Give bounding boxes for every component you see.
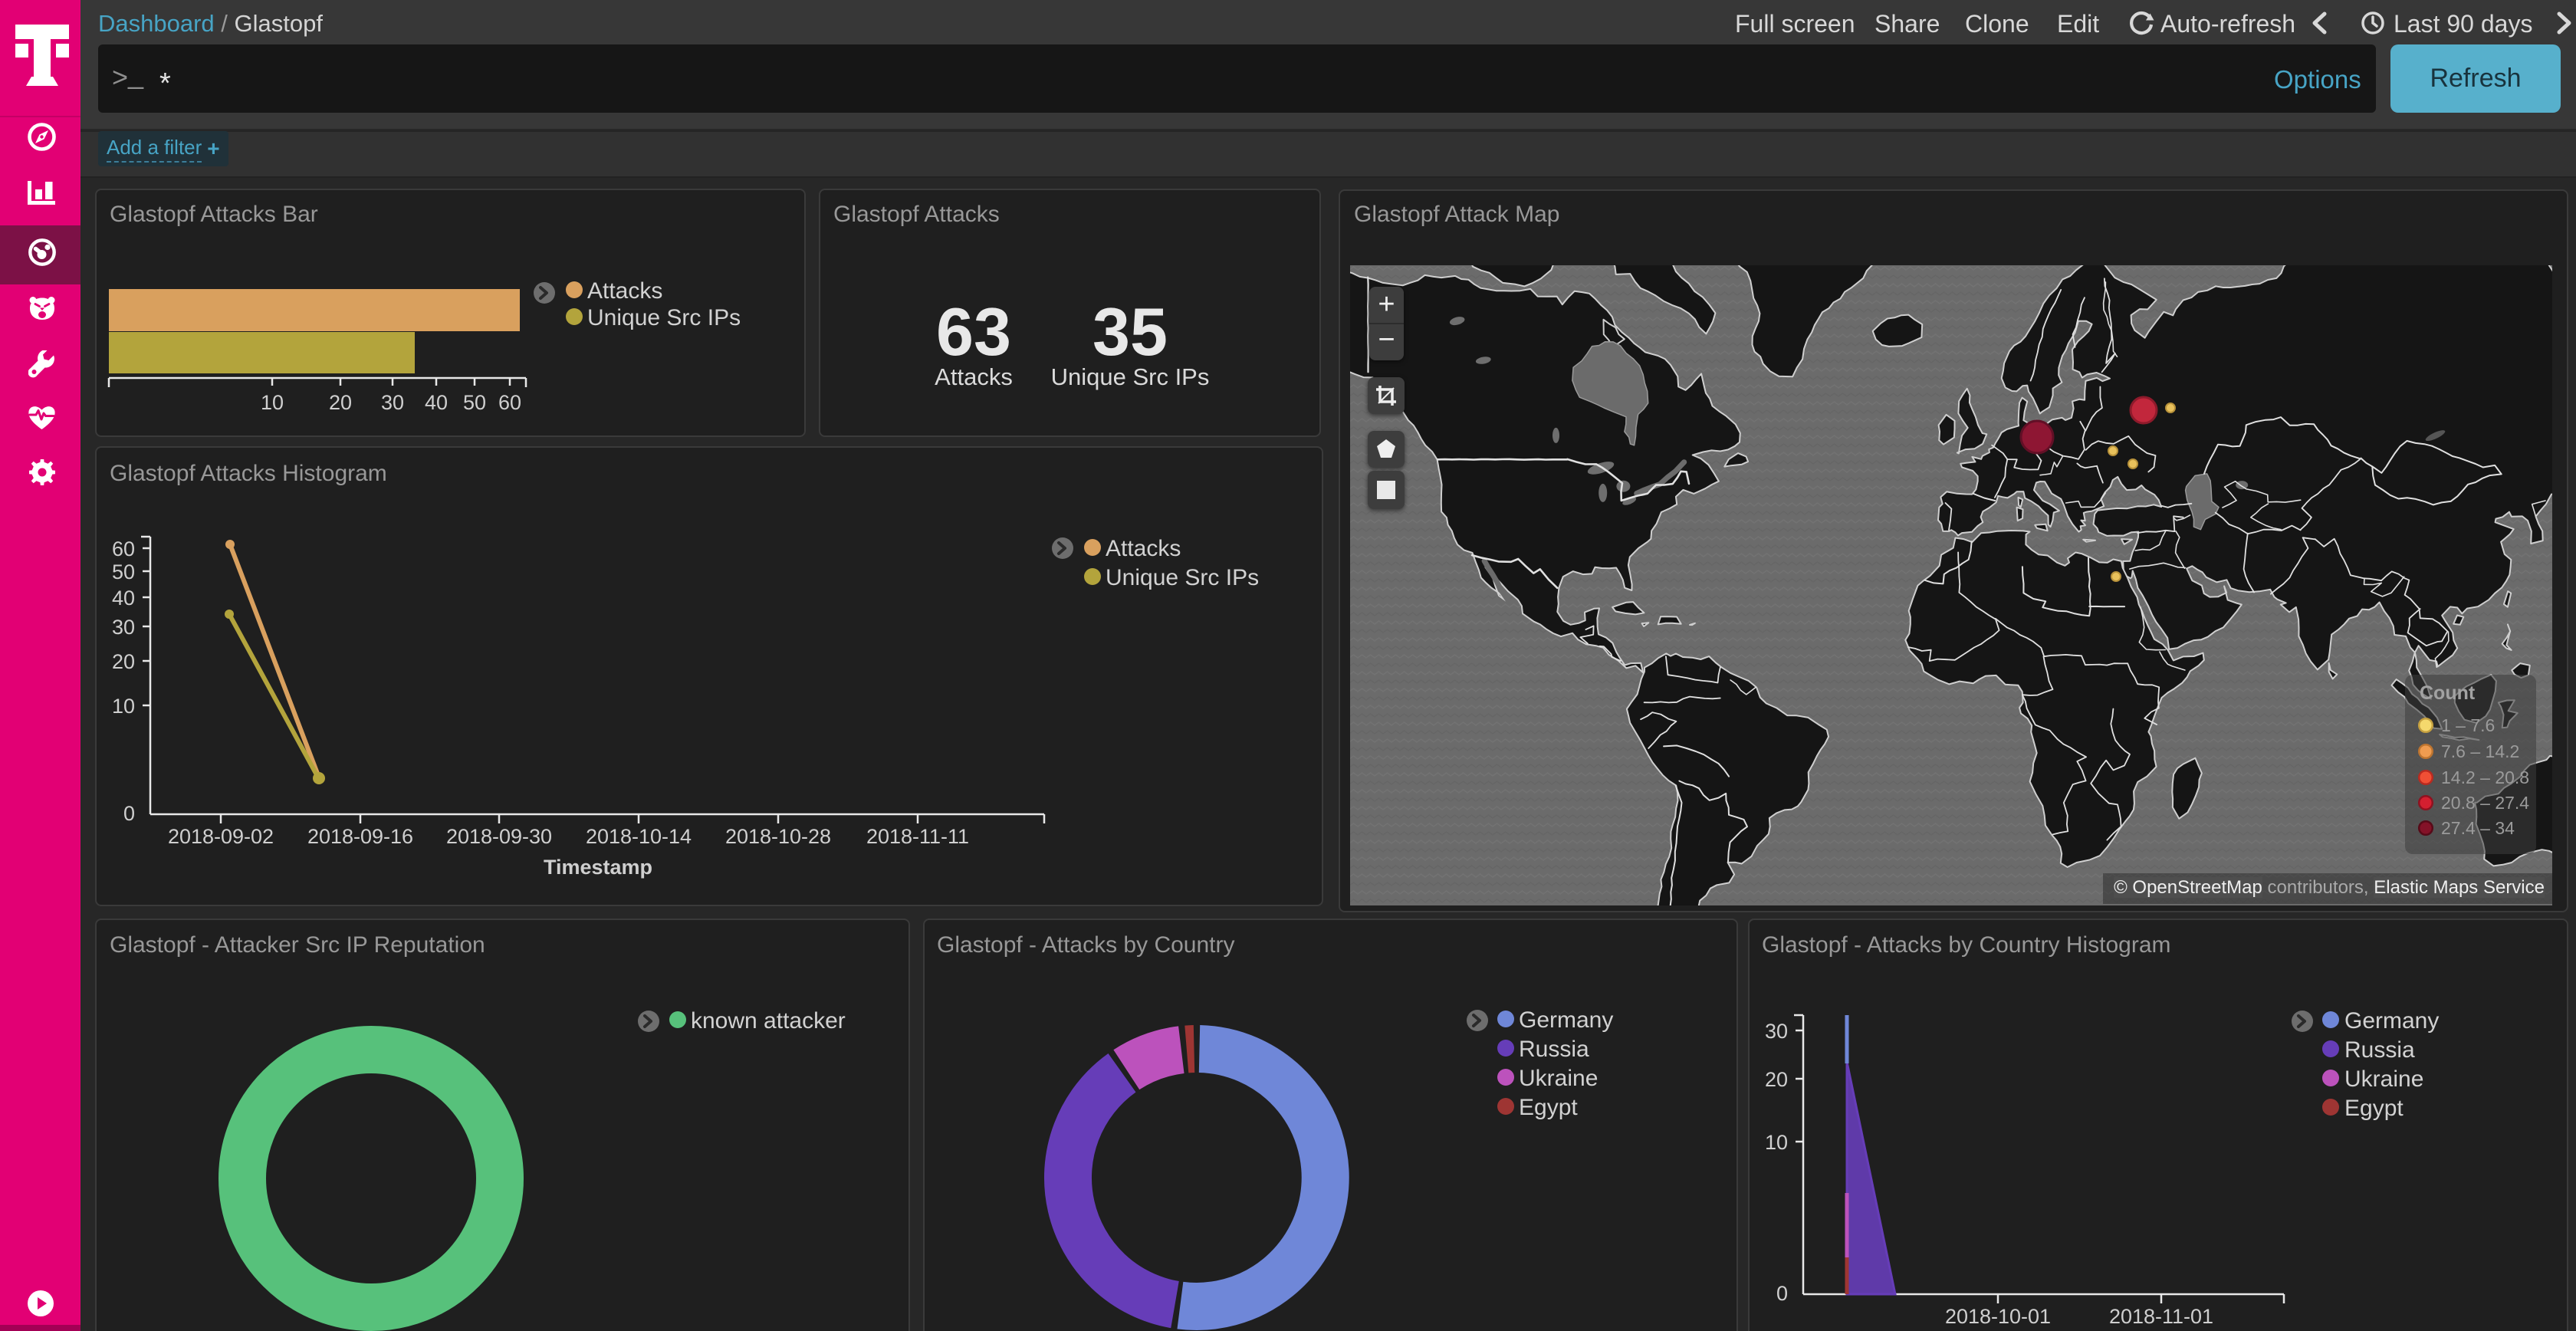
svg-text:30: 30 — [1765, 1020, 1788, 1043]
svg-text:10: 10 — [261, 391, 284, 414]
svg-text:20: 20 — [112, 650, 135, 673]
svg-text:50: 50 — [112, 560, 135, 583]
svg-text:60: 60 — [112, 537, 135, 560]
svg-text:30: 30 — [381, 391, 404, 414]
svg-text:10: 10 — [112, 695, 135, 718]
svg-text:20: 20 — [1765, 1068, 1788, 1091]
svg-text:40: 40 — [425, 391, 448, 414]
svg-text:40: 40 — [112, 587, 135, 610]
svg-text:0: 0 — [1776, 1282, 1788, 1305]
svg-text:2018-09-16: 2018-09-16 — [307, 825, 413, 848]
svg-text:2018-09-30: 2018-09-30 — [446, 825, 552, 848]
svg-text:Timestamp: Timestamp — [544, 856, 652, 879]
svg-text:2018-10-14: 2018-10-14 — [586, 825, 692, 848]
svg-text:2018-11-11: 2018-11-11 — [866, 825, 969, 848]
svg-text:10: 10 — [1765, 1131, 1788, 1154]
svg-text:30: 30 — [112, 616, 135, 639]
svg-text:2018-10-01: 2018-10-01 — [1945, 1305, 2051, 1328]
svg-text:2018-10-28: 2018-10-28 — [725, 825, 831, 848]
svg-text:2018-09-02: 2018-09-02 — [168, 825, 274, 848]
svg-text:2018-11-01: 2018-11-01 — [2109, 1305, 2213, 1328]
svg-text:60: 60 — [498, 391, 521, 414]
svg-text:20: 20 — [329, 391, 352, 414]
svg-text:50: 50 — [463, 391, 486, 414]
svg-text:0: 0 — [123, 802, 135, 825]
